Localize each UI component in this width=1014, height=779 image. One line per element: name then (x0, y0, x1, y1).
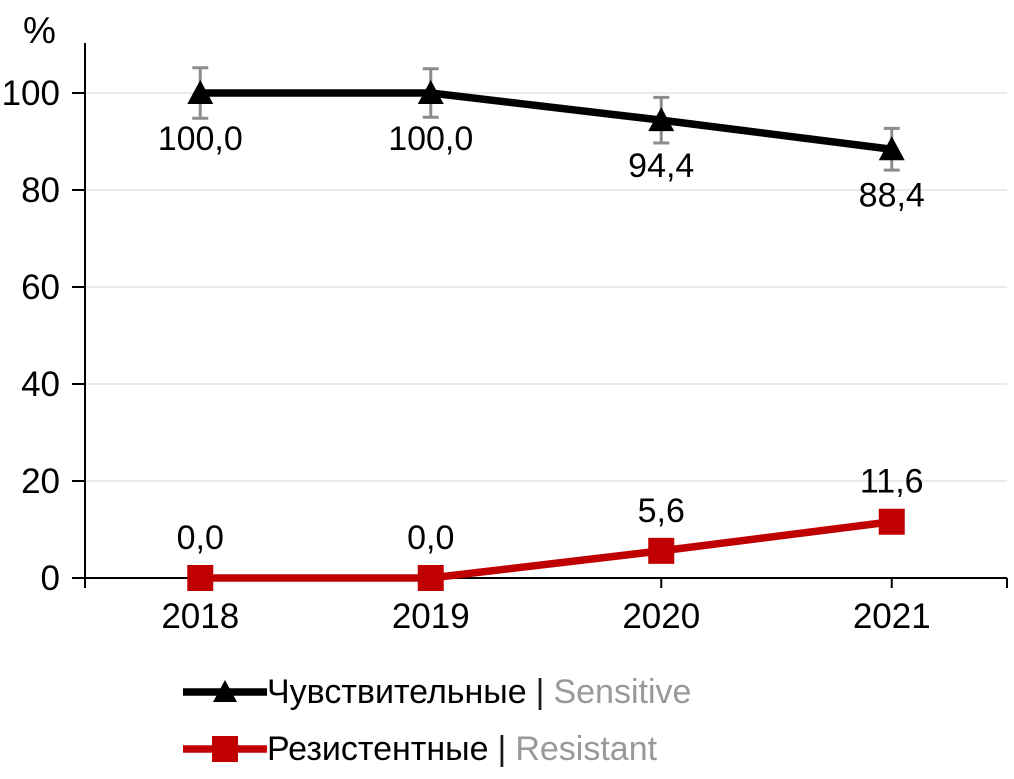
series-line-resistant (200, 518, 893, 582)
marker-square-icon (187, 565, 214, 591)
legend-label-en: Resistant (515, 729, 658, 768)
legend-label-ru: Резистентные (267, 729, 489, 768)
y-tick-label: 80 (21, 171, 60, 210)
marker-triangle-icon (648, 107, 675, 132)
data-label: 94,4 (628, 147, 694, 185)
x-tick-label: 2019 (392, 597, 470, 636)
marker-triangle-icon (417, 80, 444, 104)
x-tick-label: 2020 (622, 597, 700, 636)
legend-item-sensitive: Чувствительные | Sensitive (183, 663, 691, 720)
marker-square-icon (417, 565, 444, 591)
marker-square-icon (878, 508, 905, 535)
legend-item-resistant: Резистентные | Resistant (183, 720, 691, 777)
marker-triangle-icon (878, 136, 905, 161)
legend: Чувствительные | Sensitive Резистентные … (183, 663, 691, 777)
legend-marker-square-icon (212, 735, 238, 762)
series-line-sensitive (200, 89, 893, 153)
data-label: 11,6 (860, 463, 924, 501)
y-tick-label: 60 (21, 268, 60, 307)
marker-triangle-icon (187, 80, 214, 104)
y-tick-label: 100 (2, 74, 60, 113)
y-axis-unit-label: % (23, 10, 56, 51)
y-tick-label: 20 (21, 462, 60, 501)
data-label: 0,0 (407, 519, 454, 557)
data-label: 100,0 (388, 120, 473, 158)
x-tick-label: 2021 (853, 597, 931, 636)
legend-label-en: Sensitive (553, 672, 692, 711)
data-label: 100,0 (158, 120, 243, 158)
x-tick-label: 2018 (161, 597, 239, 636)
y-tick-label: 40 (21, 365, 60, 404)
legend-separator: | (497, 729, 507, 768)
legend-swatch-square-icon (183, 735, 267, 762)
legend-marker-triangle-icon (213, 679, 237, 702)
y-tick-label: 0 (41, 559, 60, 598)
marker-square-icon (648, 537, 675, 564)
data-label: 5,6 (638, 492, 685, 530)
legend-label-ru: Чувствительные (267, 672, 527, 711)
data-label: 88,4 (859, 176, 925, 214)
legend-swatch-triangle-icon (183, 679, 267, 702)
legend-separator: | (535, 672, 545, 711)
data-label: 0,0 (177, 519, 224, 557)
